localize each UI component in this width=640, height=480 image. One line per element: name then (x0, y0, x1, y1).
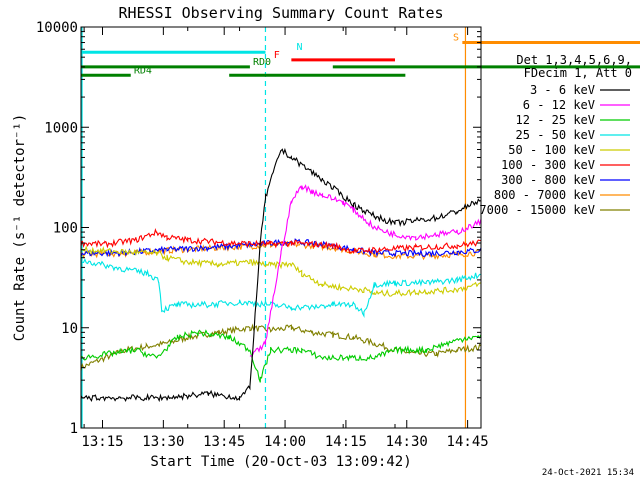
legend-title-line: FDecim 1, Att 0 (524, 66, 632, 80)
legend-label: 7000 - 15000 keV (479, 203, 595, 217)
series-line-800-7000-kev (81, 240, 481, 261)
series-line-25-50-kev (81, 257, 481, 318)
series-line-100-300-kev (81, 227, 481, 254)
series-line-3-6-kev (81, 147, 481, 403)
series-line-300-800-kev (81, 238, 481, 258)
legend-label: 3 - 6 keV (530, 83, 595, 97)
legend-label: 12 - 25 keV (516, 113, 595, 127)
x-tick-label: 14:15 (325, 434, 367, 450)
x-axis-label: Start Time (20-Oct-03 13:09:42) (150, 454, 411, 470)
legend-label: 6 - 12 keV (523, 98, 595, 112)
y-axis-label: Count Rate (s⁻¹ detector⁻¹) (12, 114, 28, 342)
x-tick-label: 14:00 (264, 434, 306, 450)
chart-title: RHESSI Observing Summary Count Rates (118, 4, 443, 22)
y-tick-label: 10000 (36, 20, 78, 36)
x-tick-label: 14:30 (386, 434, 428, 450)
legend-label: 25 - 50 keV (516, 128, 595, 142)
legend-label: 100 - 300 keV (501, 158, 595, 172)
y-tick-label: 100 (53, 221, 78, 237)
x-tick-label: 14:45 (447, 434, 489, 450)
status-label-f: F (274, 50, 280, 61)
legend-label: 300 - 800 keV (501, 173, 595, 187)
legend-label: 50 - 100 keV (508, 143, 595, 157)
y-tick-label: 1000 (44, 120, 78, 136)
legend-label: 800 - 7000 keV (494, 188, 595, 202)
y-tick-label: 1 (70, 421, 78, 437)
status-label-n: N (297, 42, 303, 53)
x-tick-label: 13:15 (81, 434, 123, 450)
plot-frame (80, 26, 482, 429)
x-tick-label: 13:45 (203, 434, 245, 450)
data-group (81, 27, 481, 428)
generation-timestamp: 24-Oct-2021 15:34 (541, 468, 634, 478)
status-label-rd4: RD4 (134, 65, 152, 76)
series-line-6-12-kev (249, 184, 481, 357)
y-tick-label: 10 (61, 321, 78, 337)
series-line-50-100-kev (81, 245, 481, 297)
series-line-7000-15000-kev (81, 323, 481, 371)
series-line-12-25-kev (81, 329, 481, 383)
x-tick-label: 13:30 (142, 434, 184, 450)
legend-title-line: Det 1,3,4,5,6,9, (516, 53, 632, 67)
status-label-rd0: RD0 (253, 57, 271, 68)
status-label-s: S (453, 33, 459, 44)
